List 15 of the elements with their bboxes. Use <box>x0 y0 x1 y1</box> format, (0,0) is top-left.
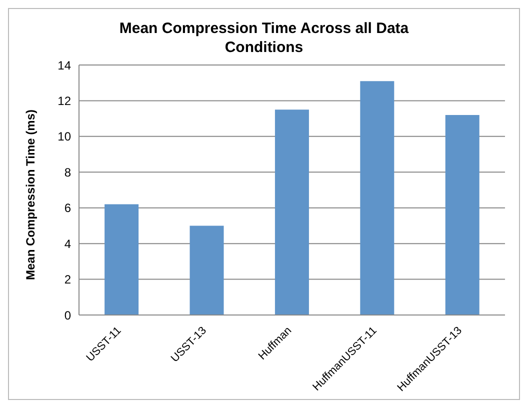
y-tick-label: 8 <box>64 165 72 180</box>
bar <box>190 226 224 315</box>
bar <box>360 81 394 315</box>
y-axis-title: Mean Compression Time (ms) <box>23 110 38 280</box>
y-tick-label: 14 <box>58 58 72 72</box>
bar <box>104 204 139 315</box>
chart-title: Mean Compression Time Across all Data Conditions <box>118 19 410 57</box>
y-tick-label: 6 <box>64 201 72 216</box>
y-tick-label: 12 <box>58 94 72 108</box>
y-tick-label: 0 <box>64 308 72 322</box>
bar <box>445 115 480 315</box>
y-tick-label: 2 <box>64 272 72 287</box>
y-tick-label: 10 <box>58 130 72 144</box>
y-tick-label: 4 <box>64 236 72 251</box>
bar <box>274 110 309 315</box>
